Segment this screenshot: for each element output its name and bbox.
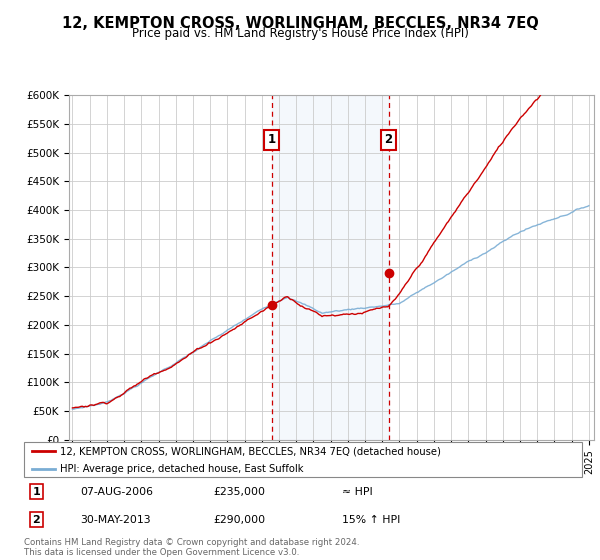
Text: 1: 1 — [32, 487, 40, 497]
Text: Price paid vs. HM Land Registry's House Price Index (HPI): Price paid vs. HM Land Registry's House … — [131, 27, 469, 40]
Text: ≈ HPI: ≈ HPI — [342, 487, 373, 497]
Bar — [272, 95, 389, 440]
Text: 1: 1 — [268, 133, 276, 147]
Text: 2: 2 — [32, 515, 40, 525]
Text: 07-AUG-2006: 07-AUG-2006 — [80, 487, 153, 497]
Text: £290,000: £290,000 — [214, 515, 266, 525]
Text: 15% ↑ HPI: 15% ↑ HPI — [342, 515, 400, 525]
FancyBboxPatch shape — [24, 442, 582, 477]
Text: Contains HM Land Registry data © Crown copyright and database right 2024.
This d: Contains HM Land Registry data © Crown c… — [24, 538, 359, 557]
Text: 30-MAY-2013: 30-MAY-2013 — [80, 515, 151, 525]
Text: 12, KEMPTON CROSS, WORLINGHAM, BECCLES, NR34 7EQ (detached house): 12, KEMPTON CROSS, WORLINGHAM, BECCLES, … — [60, 446, 441, 456]
Text: HPI: Average price, detached house, East Suffolk: HPI: Average price, detached house, East… — [60, 464, 304, 474]
Text: 2: 2 — [385, 133, 393, 147]
Text: 12, KEMPTON CROSS, WORLINGHAM, BECCLES, NR34 7EQ: 12, KEMPTON CROSS, WORLINGHAM, BECCLES, … — [62, 16, 538, 31]
Text: £235,000: £235,000 — [214, 487, 266, 497]
